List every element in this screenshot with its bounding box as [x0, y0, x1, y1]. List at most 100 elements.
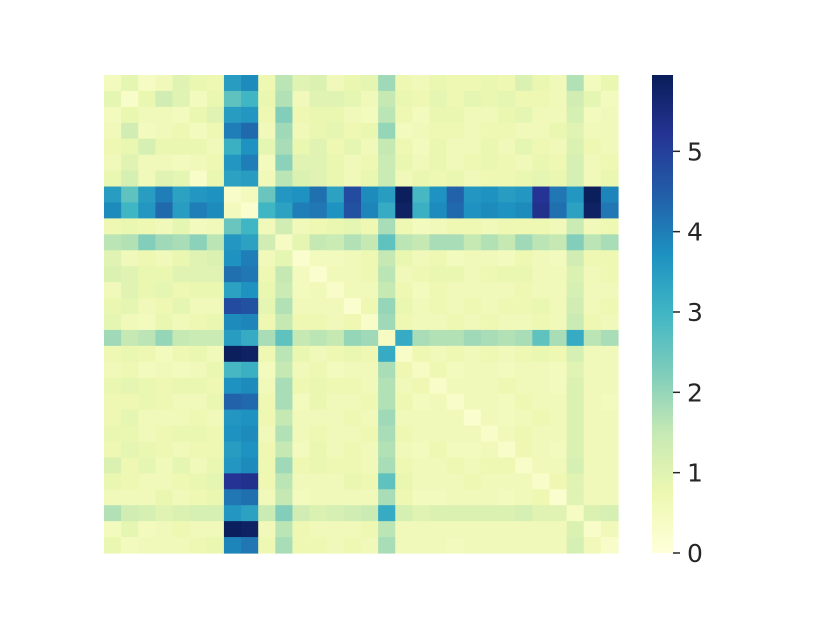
heatmap-cell: [566, 425, 585, 443]
heatmap-cell: [600, 90, 619, 108]
heatmap-cell: [429, 457, 448, 474]
heatmap-cell: [429, 377, 448, 395]
heatmap-cell: [104, 521, 122, 538]
heatmap-cell: [412, 218, 431, 235]
heatmap-cell: [395, 345, 413, 363]
heatmap-cell: [412, 457, 431, 474]
heatmap-cell: [121, 377, 139, 395]
heatmap-cell: [412, 75, 431, 92]
heatmap-cell: [549, 154, 568, 172]
heatmap-cell: [292, 409, 311, 427]
heatmap-cell: [292, 393, 311, 411]
heatmap-cell: [258, 314, 276, 331]
heatmap-cell: [241, 489, 259, 506]
heatmap-cell: [309, 154, 328, 172]
heatmap-cell: [172, 489, 191, 506]
heatmap-cell: [429, 75, 448, 92]
heatmap-cell: [498, 393, 516, 411]
heatmap-cell: [549, 90, 568, 108]
heatmap-cell: [395, 106, 413, 124]
heatmap-cell: [155, 234, 174, 251]
heatmap-cell: [498, 329, 516, 347]
heatmap-cell: [549, 138, 568, 156]
heatmap-cell: [223, 186, 242, 204]
heatmap-cell: [241, 345, 259, 363]
heatmap-cell: [223, 393, 242, 411]
heatmap-cell: [155, 393, 174, 411]
heatmap-cell: [378, 298, 396, 315]
heatmap-cell: [600, 441, 619, 458]
heatmap-cell: [446, 106, 465, 124]
heatmap-cell: [189, 409, 208, 427]
heatmap-cell: [412, 537, 431, 554]
heatmap-cell: [258, 90, 276, 108]
heatmap-cell: [600, 266, 619, 283]
heatmap-cell: [223, 234, 242, 251]
heatmap-cell: [515, 393, 533, 411]
heatmap-cell: [361, 377, 379, 395]
heatmap-cell: [172, 90, 191, 108]
heatmap-cell: [412, 90, 431, 108]
heatmap-cell: [446, 250, 465, 267]
heatmap-cell: [429, 234, 448, 251]
heatmap-cell: [395, 489, 413, 506]
heatmap-cell: [378, 521, 396, 538]
heatmap-cell: [480, 282, 499, 299]
heatmap-cell: [361, 441, 379, 458]
heatmap-cell: [463, 329, 482, 347]
heatmap-cell: [395, 218, 413, 235]
heatmap-cell: [583, 202, 602, 219]
heatmap-cell: [429, 170, 448, 188]
heatmap-cell: [104, 329, 122, 347]
heatmap-cell: [189, 154, 208, 172]
heatmap-cell: [395, 425, 413, 443]
heatmap-cell: [343, 234, 362, 251]
heatmap-cell: [412, 234, 431, 251]
heatmap-cell: [292, 345, 311, 363]
heatmap-cell: [172, 234, 191, 251]
heatmap-cell: [566, 90, 585, 108]
heatmap-cell: [515, 154, 533, 172]
heatmap-cell: [275, 393, 294, 411]
heatmap-cell: [121, 266, 139, 283]
heatmap-cell: [566, 314, 585, 331]
heatmap-cell: [463, 218, 482, 235]
heatmap-cell: [104, 377, 122, 395]
heatmap-cell: [223, 170, 242, 188]
heatmap-cell: [361, 202, 379, 219]
heatmap-cell: [480, 457, 499, 474]
heatmap-cell: [104, 106, 122, 124]
colorbar-ticks: 0 1 2 3 4 5: [673, 137, 703, 568]
heatmap-cell: [395, 282, 413, 299]
heatmap-cell: [566, 170, 585, 188]
heatmap-cell: [104, 345, 122, 363]
heatmap-cell: [189, 425, 208, 443]
heatmap-cell: [343, 377, 362, 395]
heatmap-cell: [446, 154, 465, 172]
heatmap-cell: [206, 186, 225, 204]
heatmap-cell: [326, 266, 345, 283]
heatmap-cell: [446, 138, 465, 156]
heatmap-cell: [600, 521, 619, 538]
heatmap-cell: [446, 441, 465, 458]
heatmap-cell: [566, 457, 585, 474]
heatmap-cell: [206, 122, 225, 140]
heatmap-cell: [515, 170, 533, 188]
heatmap-cell: [361, 537, 379, 554]
heatmap-cell: [429, 266, 448, 283]
heatmap-cell: [172, 361, 191, 379]
heatmap-cell: [309, 266, 328, 283]
heatmap-cell: [326, 489, 345, 506]
heatmap-cell: [395, 441, 413, 458]
heatmap-cell: [515, 441, 533, 458]
heatmap-cell: [223, 441, 242, 458]
heatmap-cell: [189, 345, 208, 363]
heatmap-cell: [463, 505, 482, 522]
heatmap-cell: [412, 298, 431, 315]
heatmap-cell: [498, 122, 516, 140]
heatmap-cell: [189, 75, 208, 92]
heatmap-cell: [309, 377, 328, 395]
heatmap-cell: [155, 218, 174, 235]
heatmap-cell: [292, 186, 311, 204]
heatmap-cell: [395, 473, 413, 490]
